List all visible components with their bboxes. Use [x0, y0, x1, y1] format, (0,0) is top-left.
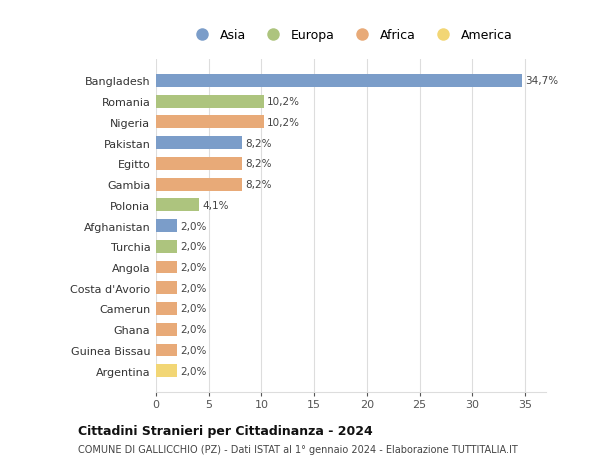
Bar	[156, 220, 177, 232]
Text: 8,2%: 8,2%	[245, 179, 272, 190]
Bar	[156, 95, 263, 108]
Bar	[156, 323, 177, 336]
Text: 8,2%: 8,2%	[245, 159, 272, 169]
Text: 10,2%: 10,2%	[266, 97, 299, 107]
Text: 2,0%: 2,0%	[180, 304, 206, 314]
Bar	[156, 241, 177, 253]
Text: 2,0%: 2,0%	[180, 345, 206, 355]
Text: 2,0%: 2,0%	[180, 325, 206, 335]
Bar	[156, 137, 242, 150]
Text: 2,0%: 2,0%	[180, 366, 206, 376]
Text: Cittadini Stranieri per Cittadinanza - 2024: Cittadini Stranieri per Cittadinanza - 2…	[78, 425, 373, 437]
Text: 2,0%: 2,0%	[180, 263, 206, 273]
Text: 8,2%: 8,2%	[245, 138, 272, 148]
Text: 10,2%: 10,2%	[266, 118, 299, 128]
Text: 2,0%: 2,0%	[180, 242, 206, 252]
Bar	[156, 344, 177, 357]
Legend: Asia, Europa, Africa, America: Asia, Europa, Africa, America	[190, 29, 512, 42]
Bar	[156, 178, 242, 191]
Text: 4,1%: 4,1%	[202, 201, 229, 210]
Bar	[156, 75, 522, 88]
Bar	[156, 302, 177, 315]
Bar	[156, 282, 177, 295]
Text: 2,0%: 2,0%	[180, 221, 206, 231]
Text: 2,0%: 2,0%	[180, 283, 206, 293]
Bar	[156, 199, 199, 212]
Text: COMUNE DI GALLICCHIO (PZ) - Dati ISTAT al 1° gennaio 2024 - Elaborazione TUTTITA: COMUNE DI GALLICCHIO (PZ) - Dati ISTAT a…	[78, 444, 518, 454]
Bar	[156, 261, 177, 274]
Text: 34,7%: 34,7%	[525, 76, 558, 86]
Bar	[156, 157, 242, 170]
Bar	[156, 116, 263, 129]
Bar	[156, 364, 177, 377]
